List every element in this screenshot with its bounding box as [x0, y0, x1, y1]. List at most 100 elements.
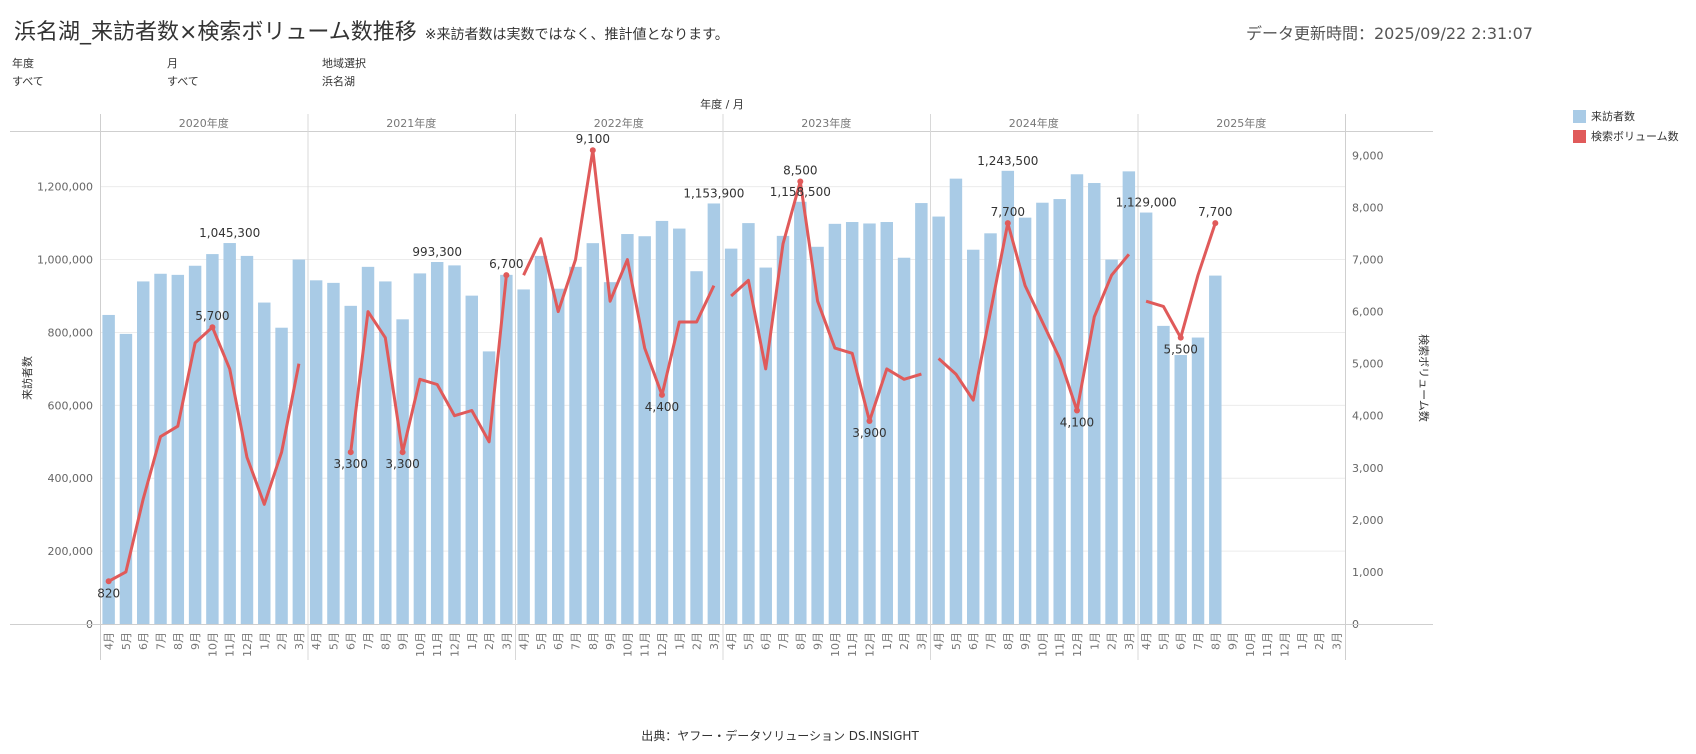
- visitor-bar: [1209, 275, 1222, 624]
- x-tick-label: 12月: [241, 632, 254, 657]
- visitor-bar: [690, 271, 703, 624]
- x-tick-label: 4月: [933, 632, 946, 650]
- visitor-bar: [1139, 212, 1153, 624]
- x-tick-label: 1月: [673, 632, 686, 650]
- x-tick-label: 4月: [1140, 632, 1153, 650]
- x-tick-label: 10月: [414, 632, 427, 657]
- visitor-bar: [569, 266, 582, 624]
- visitor-data-label: 1,158,500: [770, 185, 831, 199]
- visitor-bar: [915, 203, 928, 625]
- y-axis-title-left: 来訪者数: [20, 356, 34, 400]
- x-tick-label: 6月: [760, 632, 773, 650]
- visitor-bar: [396, 319, 409, 624]
- x-tick-label: 5月: [535, 632, 548, 650]
- search-data-label: 8,500: [783, 163, 817, 177]
- y-tick-label: 800,000: [48, 326, 94, 339]
- chart-header-title: 年度 / 月: [700, 97, 744, 111]
- filter-month-value[interactable]: すべて: [167, 75, 199, 88]
- visitor-bar: [673, 228, 686, 625]
- visitor-bar: [1122, 171, 1136, 625]
- filter-year[interactable]: 年度 すべて: [12, 55, 162, 89]
- visitor-bar: [967, 249, 980, 624]
- search-point-marker: [1177, 334, 1184, 341]
- y2-tick-label: 5,000: [1352, 358, 1384, 371]
- x-tick-label: 3月: [1330, 632, 1343, 650]
- x-tick-label: 10月: [1244, 632, 1257, 657]
- visitor-bar: [361, 266, 375, 624]
- visitor-bar: [897, 257, 911, 624]
- x-tick-label: 4月: [310, 632, 323, 650]
- x-tick-label: 10月: [621, 632, 634, 657]
- x-tick-label: 6月: [137, 632, 150, 650]
- visitor-bar: [1174, 355, 1187, 624]
- visitor-bar: [448, 265, 461, 624]
- search-data-label: 4,100: [1060, 416, 1094, 430]
- filter-year-value[interactable]: すべて: [12, 75, 44, 88]
- x-tick-label: 11月: [431, 632, 444, 657]
- visitor-bar: [655, 220, 669, 624]
- x-tick-label: 2月: [691, 632, 704, 650]
- visitor-bar: [171, 274, 185, 624]
- combo-chart: 年度 / 月 来訪者数 検索ボリューム数 0200,000400,000600,…: [10, 97, 1433, 660]
- search-point-marker: [1073, 407, 1080, 414]
- x-tick-label: 11月: [846, 632, 859, 657]
- filter-region[interactable]: 地域選択 浜名湖: [322, 55, 472, 89]
- visitor-bar: [1157, 325, 1170, 624]
- visitor-data-label: 993,300: [412, 245, 462, 259]
- x-tick-label: 9月: [1227, 632, 1240, 650]
- visitor-bar: [154, 273, 167, 624]
- visitor-bar: [949, 178, 963, 624]
- y2-tick-label: 6,000: [1352, 306, 1384, 319]
- y2-tick-label: 3,000: [1352, 462, 1384, 475]
- visitor-bar: [1053, 199, 1066, 624]
- x-tick-label: 9月: [397, 632, 410, 650]
- visitor-data-label: 1,243,500: [977, 154, 1038, 168]
- visitor-bar: [344, 305, 357, 624]
- x-tick-label: 11月: [1261, 632, 1274, 657]
- visitor-bar: [1191, 337, 1205, 624]
- x-tick-label: 8月: [1209, 632, 1222, 650]
- visitor-bar: [309, 280, 323, 624]
- visitor-bar: [1105, 259, 1118, 624]
- search-volume-line: [522, 148, 716, 397]
- legend-item-visitors[interactable]: 来訪者数: [1573, 106, 1679, 126]
- x-tick-label: 8月: [587, 632, 600, 650]
- x-tick-label: 6月: [967, 632, 980, 650]
- filter-month[interactable]: 月 すべて: [167, 55, 317, 89]
- visitor-bar: [1036, 202, 1049, 625]
- visitor-bar: [794, 201, 807, 624]
- search-point-marker: [589, 147, 596, 154]
- x-tick-label: 2月: [1313, 632, 1326, 650]
- x-tick-label: 6月: [345, 632, 358, 650]
- search-data-label: 5,500: [1164, 343, 1198, 357]
- x-tick-label: 3月: [1123, 632, 1136, 650]
- filter-region-value[interactable]: 浜名湖: [322, 75, 355, 88]
- x-tick-label: 1月: [1296, 632, 1309, 650]
- visitor-bar: [759, 267, 772, 624]
- visitor-bar: [137, 281, 150, 624]
- search-data-label: 7,700: [1198, 205, 1232, 219]
- visitor-bar: [430, 261, 444, 624]
- visitor-bar: [327, 282, 340, 624]
- x-tick-label: 4月: [103, 632, 116, 650]
- search-point-marker: [1212, 220, 1219, 227]
- x-tick-label: 6月: [1175, 632, 1188, 650]
- visitor-bar: [517, 289, 530, 624]
- x-tick-label: 12月: [1278, 632, 1291, 657]
- visitor-bar: [776, 235, 790, 624]
- visitor-bar: [828, 223, 842, 624]
- x-tick-label: 7月: [570, 632, 583, 650]
- x-tick-label: 11月: [639, 632, 652, 657]
- x-tick-label: 10月: [1036, 632, 1049, 657]
- filter-month-label: 月: [167, 57, 178, 70]
- legend-item-search[interactable]: 検索ボリューム数: [1573, 126, 1679, 146]
- visitor-bar: [240, 255, 254, 624]
- search-data-label: 5,700: [195, 309, 229, 323]
- search-point-marker: [1004, 220, 1011, 227]
- x-tick-label: 1月: [258, 632, 271, 650]
- search-data-label: 9,100: [576, 132, 610, 146]
- search-point-marker: [866, 417, 873, 424]
- search-point-marker: [658, 391, 665, 398]
- year-header-label: 2020年度: [179, 116, 229, 130]
- x-tick-label: 9月: [604, 632, 617, 650]
